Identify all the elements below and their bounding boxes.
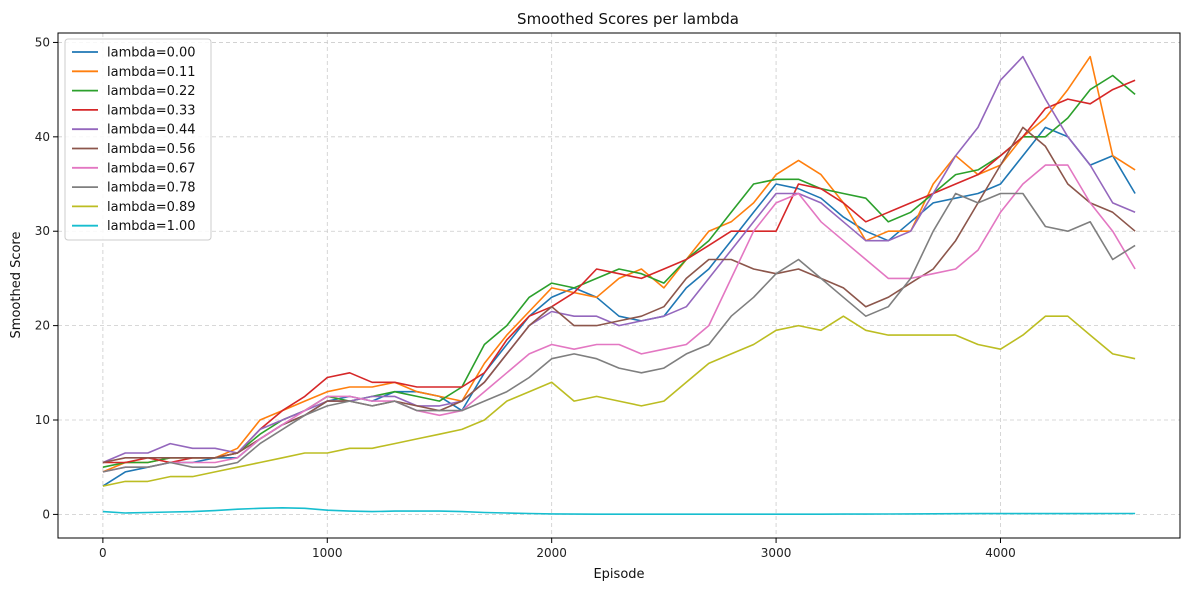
x-axis-label: Episode [593,567,644,582]
legend-label: lambda=0.67 [107,161,196,176]
x-tick-label: 4000 [985,546,1016,560]
y-tick-label: 50 [35,35,50,49]
x-tick-label: 1000 [312,546,343,560]
chart-title: Smoothed Scores per lambda [517,10,739,28]
series-line-4 [102,55,1136,464]
x-tick-label: 0 [99,546,107,560]
x-tick-label: 3000 [761,546,792,560]
legend: lambda=0.00 lambda=0.11 lambda=0.22 lambda=… [64,38,212,241]
series-line-6 [102,164,1136,473]
legend-label: lambda=0.78 [107,181,196,196]
series-line-8 [102,315,1136,487]
x-tick-label: 2000 [536,546,567,560]
legend-label: lambda=1.00 [107,219,196,234]
legend-label: lambda=0.00 [107,46,196,61]
legend-label: lambda=0.89 [107,200,196,215]
gridlines [58,33,1180,538]
y-tick-label: 0 [42,507,50,521]
series-line-1 [102,55,1136,473]
axes-frame [57,32,1181,539]
y-tick-label: 20 [35,319,50,333]
x-axis-ticks: 0 1000 2000 3000 4000 [99,538,1016,560]
plot-area [102,55,1136,516]
y-tick-label: 10 [35,413,50,427]
legend-label: lambda=0.11 [107,65,196,80]
y-axis-label: Smoothed Score [9,232,24,339]
series-line-2 [102,74,1136,468]
legend-label: lambda=0.33 [107,103,196,118]
series-line-9 [102,506,1136,516]
series-line-7 [102,192,1136,473]
series-line-3 [102,79,1136,464]
legend-label: lambda=0.56 [107,142,196,157]
y-tick-label: 30 [35,224,50,238]
y-axis-ticks: 0 10 20 30 40 50 [35,35,58,521]
legend-box [64,38,212,241]
y-tick-label: 40 [35,130,50,144]
legend-label: lambda=0.22 [107,84,196,99]
legend-label: lambda=0.44 [107,123,196,138]
